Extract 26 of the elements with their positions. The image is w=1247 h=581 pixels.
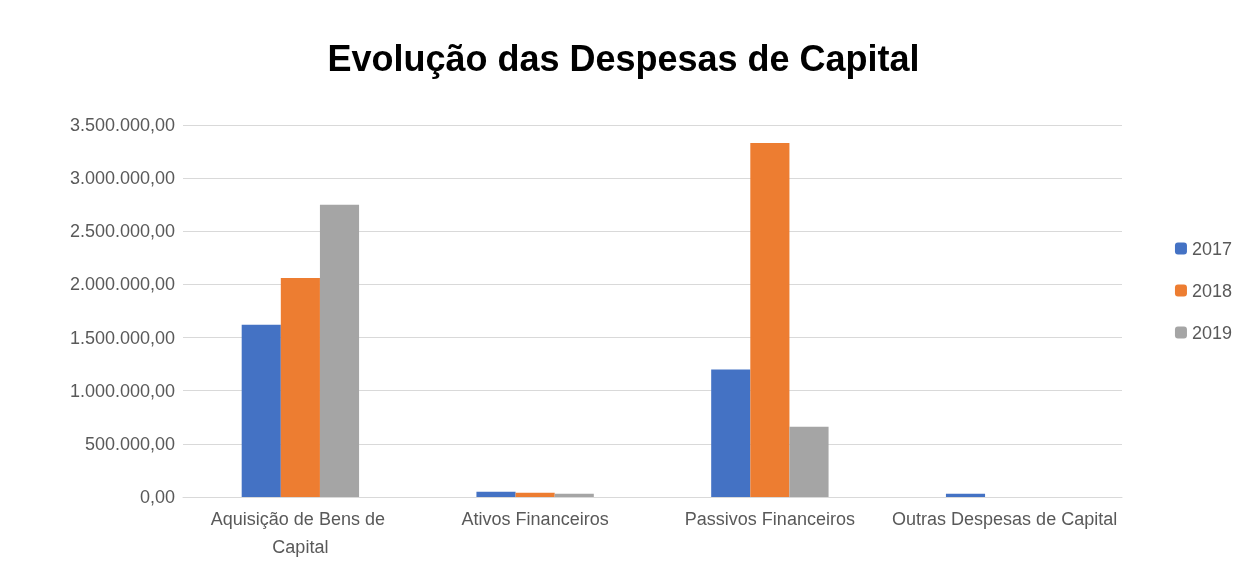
x-tick-label: Ativos Financeiros [461, 509, 609, 529]
y-tick-label: 2.500.000,00 [69, 221, 175, 242]
bar [554, 493, 594, 497]
bar [280, 278, 320, 497]
x-tick-label: Passivos Financeiros [684, 509, 855, 529]
y-tick-label: 3.000.000,00 [69, 168, 175, 189]
x-tick-label: Outras Despesas de Capital [892, 509, 1118, 529]
y-tick-label: 500.000,00 [84, 433, 175, 454]
bar [945, 493, 986, 497]
bar [789, 426, 829, 497]
bar [241, 324, 281, 497]
bar [515, 492, 555, 497]
legend-label: 2018 [1191, 280, 1232, 301]
bar [711, 369, 751, 497]
bar [750, 143, 790, 497]
legend-label: 2017 [1191, 238, 1232, 259]
y-tick-label: 1.000.000,00 [69, 380, 175, 401]
bar [476, 491, 516, 497]
y-tick-label: 3.500.000,00 [69, 115, 175, 135]
y-tick-label: 2.000.000,00 [69, 274, 175, 295]
bar [319, 204, 360, 497]
x-tick-label: Aquisição de Bens de Capital [210, 509, 390, 557]
y-tick-label: 0,00 [139, 487, 175, 507]
y-tick-label: 1.500.000,00 [69, 327, 175, 348]
legend-label: 2019 [1191, 322, 1232, 343]
chart-title: Evolução das Despesas de Capital [327, 37, 920, 79]
